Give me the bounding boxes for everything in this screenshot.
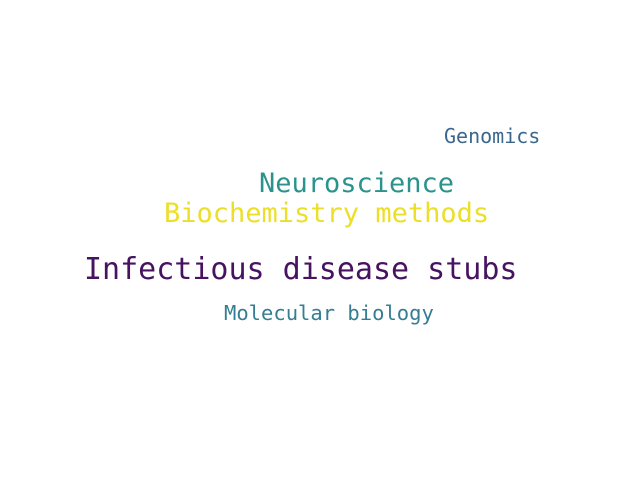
word-infectious-disease-stubs: Infectious disease stubs: [84, 252, 518, 287]
word-molecular-biology: Molecular biology: [224, 301, 434, 325]
word-genomics: Genomics: [444, 124, 541, 148]
word-biochemistry-methods: Biochemistry methods: [164, 198, 490, 229]
word-neuroscience: Neuroscience: [259, 168, 455, 199]
